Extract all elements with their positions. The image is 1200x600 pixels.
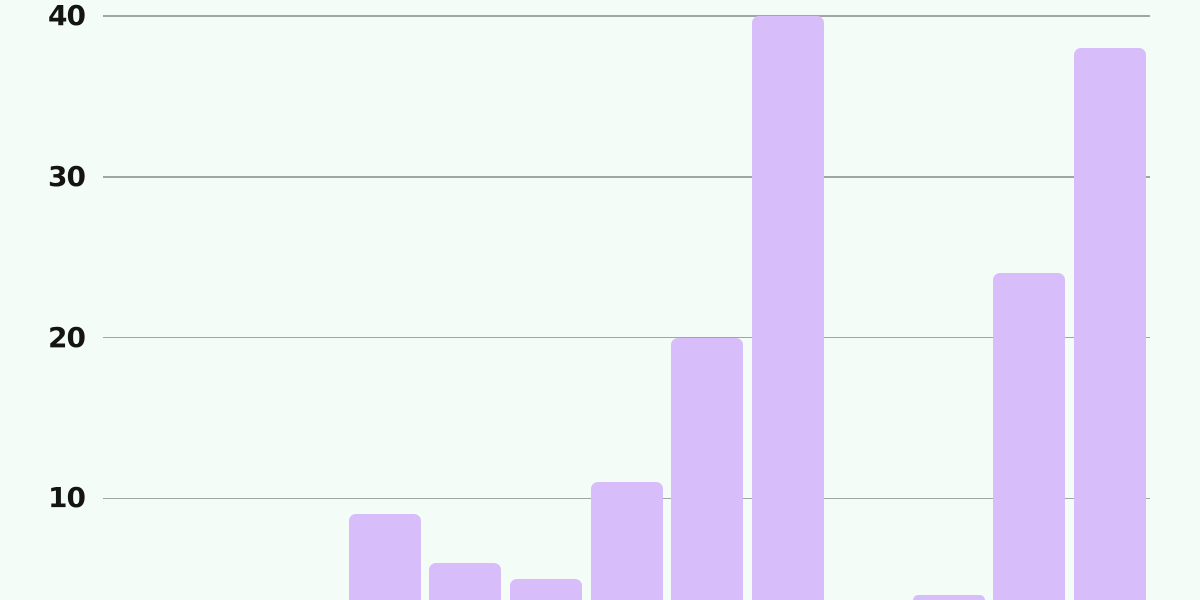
y-tick-label: 40 xyxy=(48,0,86,32)
bar xyxy=(348,514,421,600)
y-tick-label: 20 xyxy=(48,320,86,354)
bar xyxy=(1073,48,1146,600)
bar xyxy=(590,482,663,600)
bar xyxy=(671,337,744,600)
bar xyxy=(751,16,824,600)
gridline xyxy=(103,15,1150,17)
gridline xyxy=(103,176,1150,178)
bar xyxy=(429,562,502,600)
bar xyxy=(912,594,985,600)
bar xyxy=(509,578,582,600)
gridline xyxy=(103,336,1150,339)
y-tick-label: 30 xyxy=(48,159,86,193)
bar xyxy=(993,273,1066,600)
y-tick-label: 10 xyxy=(48,481,86,515)
